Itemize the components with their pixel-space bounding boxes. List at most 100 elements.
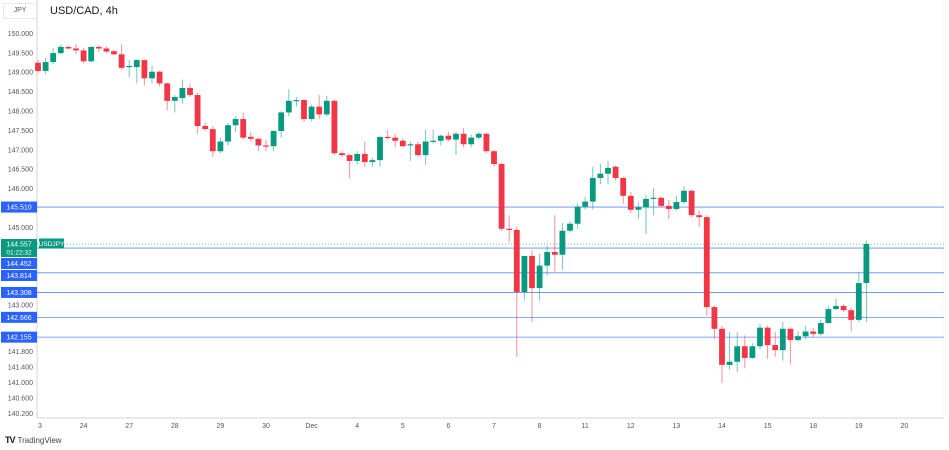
candle-up	[605, 167, 611, 174]
candle-down	[810, 331, 817, 334]
y-tick-label: 140.600	[8, 395, 33, 402]
candle-up	[308, 106, 315, 120]
level-label-bg	[1, 331, 37, 343]
candle-up	[354, 153, 361, 161]
candle-up	[453, 133, 459, 140]
candle-up	[650, 197, 657, 199]
candle-up	[582, 201, 589, 207]
currency-label[interactable]: JPY	[3, 3, 37, 19]
y-tick-label: 140.200	[8, 411, 33, 418]
candle-down	[80, 50, 87, 62]
candle-down	[551, 252, 558, 255]
candle-up	[559, 230, 566, 255]
candle-down	[741, 346, 748, 358]
level-label-bg	[1, 311, 37, 323]
candle-up	[749, 346, 756, 358]
candle-up	[407, 144, 414, 146]
candle-up	[126, 65, 133, 68]
candle-up	[726, 361, 733, 365]
candle-down	[703, 217, 710, 308]
candle-up	[468, 137, 475, 145]
candle-down	[164, 83, 171, 101]
level-label: 145.510	[6, 205, 31, 212]
candle-down	[73, 48, 79, 51]
candle-down	[506, 228, 513, 230]
y-tick-label: 147.000	[8, 147, 33, 154]
level-label: 142.666	[6, 315, 31, 322]
x-tick-label: 12	[627, 423, 635, 430]
candle-up	[270, 131, 277, 147]
current-price-label: 144.557	[6, 242, 31, 249]
candle-down	[240, 119, 247, 138]
candle-down	[848, 310, 855, 320]
candle-up	[681, 190, 687, 203]
candle-down	[665, 205, 672, 209]
y-tick-label: 146.000	[8, 186, 33, 193]
level-label-bg	[1, 270, 37, 282]
candle-down	[415, 144, 421, 156]
candle-down	[263, 145, 269, 147]
y-tick-label: 141.400	[8, 364, 33, 371]
x-tick-label: 14	[718, 423, 726, 430]
candle-up	[817, 323, 824, 334]
x-tick-label: 11	[582, 423, 589, 430]
candle-down	[361, 153, 368, 163]
candle-down	[620, 177, 627, 196]
candle-down	[627, 195, 634, 210]
level-label: 144.452	[6, 261, 31, 268]
candle-up	[589, 177, 596, 202]
tradingview-logo[interactable]: TV TradingView	[5, 435, 62, 445]
candle-down	[346, 155, 353, 161]
candle-up	[57, 46, 64, 54]
candle-up	[597, 173, 604, 178]
candle-up	[225, 125, 231, 142]
candle-down	[491, 151, 497, 165]
candle-up	[42, 62, 49, 71]
candle-up	[217, 141, 224, 152]
candle-up	[643, 198, 649, 208]
candle-down	[247, 136, 254, 139]
candle-down	[331, 100, 338, 154]
candle-up	[278, 112, 285, 132]
candle-down	[95, 46, 102, 49]
y-tick-label: 145.000	[8, 225, 33, 232]
candle-down	[483, 133, 490, 152]
y-tick-label: 141.000	[8, 380, 33, 387]
x-tick-label: 4	[355, 423, 359, 430]
candle-up	[475, 133, 482, 138]
candle-down	[187, 88, 193, 95]
candle-down	[194, 95, 201, 127]
candle-down	[764, 327, 771, 346]
x-tick-label: 28	[171, 423, 179, 430]
candle-up	[567, 223, 573, 231]
candle-up	[50, 53, 57, 63]
candle-up	[422, 141, 429, 156]
candle-down	[719, 328, 725, 365]
countdown-label: 01:22:32	[6, 250, 32, 257]
y-tick-label: 143.000	[8, 302, 33, 309]
candle-down	[316, 106, 323, 115]
candle-down	[529, 255, 535, 289]
candle-up	[430, 140, 437, 142]
candle-down	[612, 166, 619, 178]
level-label: 143.308	[6, 290, 31, 297]
candle-down	[787, 328, 794, 341]
y-tick-label: 148.000	[8, 109, 33, 116]
candle-up	[88, 46, 95, 62]
x-tick-label: 13	[673, 423, 681, 430]
candle-down	[460, 133, 467, 145]
candle-down	[209, 129, 216, 152]
candle-up	[544, 252, 551, 266]
candle-down	[399, 140, 406, 147]
x-tick-label: 27	[125, 423, 133, 430]
level-label: 142.155	[6, 335, 31, 342]
candle-up	[757, 327, 763, 347]
y-tick-label: 148.500	[8, 89, 33, 96]
candle-up	[825, 309, 832, 323]
current-price-label-bg	[1, 239, 37, 258]
symbol-label: USDJPY	[39, 241, 65, 248]
candle-up	[734, 346, 741, 362]
candle-down	[118, 54, 125, 68]
candle-down	[658, 197, 665, 206]
